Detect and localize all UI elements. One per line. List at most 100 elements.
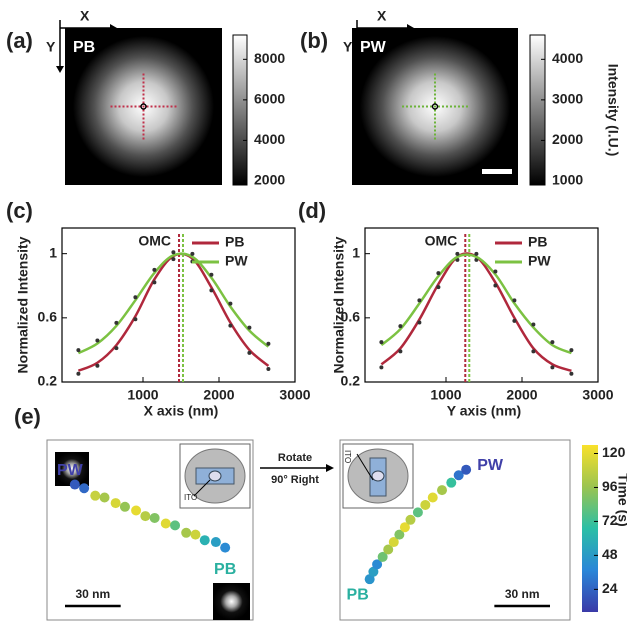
- legend-label: PB: [225, 234, 244, 250]
- data-point: [398, 349, 403, 354]
- panel-frame: [339, 439, 571, 621]
- inset-label: ITO: [184, 493, 197, 502]
- data-point: [95, 363, 100, 368]
- trajectory-point: [405, 514, 416, 525]
- trajectory-point: [69, 479, 80, 490]
- arrow-head: [326, 464, 334, 472]
- x-axis-label: Y axis (nm): [447, 403, 521, 419]
- trajectory-label: PW: [57, 462, 84, 479]
- colorbar-tick-label: 96: [602, 478, 618, 494]
- panel-label: (c): [6, 198, 33, 223]
- trajectory-point: [149, 512, 160, 523]
- thumbnail: [55, 452, 89, 486]
- trajectory-point: [119, 501, 130, 512]
- x-tick-label: 1000: [430, 387, 461, 403]
- data-point: [531, 349, 536, 354]
- colorbar-tick-label: 3000: [552, 91, 583, 107]
- data-point: [550, 340, 555, 345]
- y-tick-label: 0.6: [38, 309, 58, 325]
- data-point: [569, 371, 574, 376]
- trajectory-point: [79, 483, 90, 494]
- data-point: [228, 323, 233, 328]
- data-point: [379, 340, 384, 345]
- x-tick-label: 2000: [203, 387, 234, 403]
- data-point: [266, 366, 271, 371]
- data-point: [569, 348, 574, 353]
- inset-particle: [371, 470, 385, 482]
- data-point: [171, 257, 176, 262]
- data-point: [455, 251, 460, 256]
- colorbar-tick-label: 8000: [254, 50, 285, 66]
- colorbar-tick-label: 1000: [552, 172, 583, 188]
- data-point: [247, 350, 252, 355]
- x-axis-label: X axis (nm): [144, 403, 219, 419]
- trajectory-point: [420, 499, 431, 510]
- x-tick-label: 3000: [582, 387, 613, 403]
- data-point: [114, 346, 119, 351]
- data-point: [493, 283, 498, 288]
- data-point: [512, 298, 517, 303]
- fit-curve: [380, 253, 572, 355]
- data-point: [493, 269, 498, 274]
- data-point: [209, 272, 214, 277]
- trajectory-point: [110, 498, 121, 509]
- data-point: [171, 250, 176, 255]
- colorbar-tick-label: 72: [602, 512, 618, 528]
- inset-pointer: [356, 453, 374, 481]
- data-point: [76, 348, 81, 353]
- y-tick-label: 0.2: [38, 373, 58, 389]
- trajectory-point: [170, 520, 181, 531]
- x-tick-label: 1000: [127, 387, 158, 403]
- y-tick-label: 0.2: [341, 373, 361, 389]
- fit-curve: [77, 252, 270, 355]
- trajectory-point: [394, 529, 405, 540]
- data-point: [436, 285, 441, 290]
- data-point: [379, 365, 384, 370]
- data-point: [417, 320, 422, 325]
- x-tick-label: 3000: [279, 387, 310, 403]
- legend-label: PB: [528, 234, 547, 250]
- colorbar: [582, 445, 598, 612]
- data-point: [436, 271, 441, 276]
- trajectory-point: [364, 574, 375, 585]
- y-axis-label: Normalized Intensity: [331, 236, 347, 373]
- panel-label: (b): [300, 28, 328, 53]
- trajectory-point: [220, 542, 231, 553]
- axis-arrow-label: X: [80, 8, 90, 24]
- data-point: [417, 298, 422, 303]
- colorbar-label: Intensity (I.U.): [605, 64, 621, 157]
- trajectory-point: [461, 464, 472, 475]
- y-axis-label: Normalized Intensity: [15, 236, 31, 373]
- center-marker: [431, 103, 439, 110]
- data-point: [76, 371, 81, 376]
- trajectory-point: [131, 505, 142, 516]
- data-point: [228, 301, 233, 306]
- thumbnail: [213, 583, 250, 620]
- colorbar-tick-label: 24: [602, 580, 618, 596]
- inset-pointer: [193, 479, 211, 497]
- trajectory-point: [412, 507, 423, 518]
- axis-arrow-label: X: [377, 8, 387, 24]
- colorbar-tick-label: 48: [602, 546, 618, 562]
- trajectory-label: PB: [347, 586, 369, 603]
- trajectory-point: [399, 522, 410, 533]
- colorbar: [232, 34, 248, 186]
- data-point: [512, 318, 517, 323]
- colorbar-tick-label: 2000: [552, 131, 583, 147]
- trajectory-point: [427, 492, 438, 503]
- annotation: OMC: [138, 233, 171, 249]
- inset-particle: [208, 470, 222, 482]
- trajectory-point: [140, 511, 151, 522]
- data-point: [114, 320, 119, 325]
- arrow-label: Rotate: [278, 452, 312, 464]
- data-point: [266, 341, 271, 346]
- colorbar-tick-label: 4000: [254, 131, 285, 147]
- center-marker: [140, 103, 147, 110]
- annotation: OMC: [425, 233, 458, 249]
- data-point: [95, 338, 100, 343]
- data-point: [133, 295, 138, 300]
- fit-curve: [77, 252, 270, 372]
- image-label: PW: [360, 39, 387, 56]
- legend-label: PW: [225, 253, 248, 269]
